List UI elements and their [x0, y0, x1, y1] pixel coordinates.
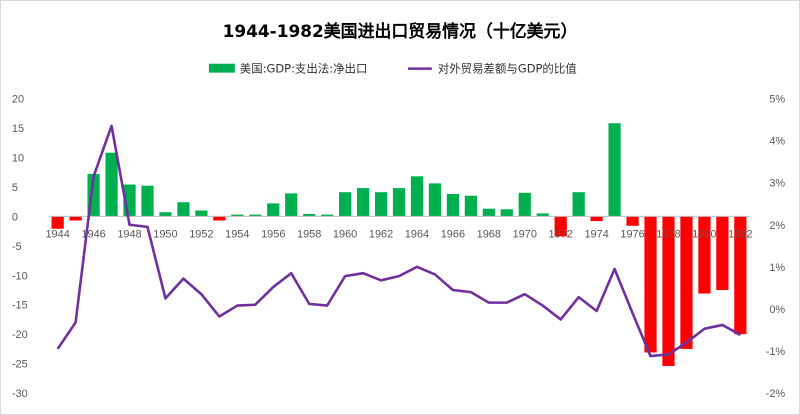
bar-1944 — [51, 216, 64, 229]
bar-1963 — [392, 188, 406, 217]
x-tick-label: 1952 — [189, 228, 213, 240]
x-tick-label: 1966 — [441, 228, 465, 240]
right-tick-label: 2% — [769, 220, 785, 232]
bar-1970 — [518, 192, 531, 217]
bar-1967 — [464, 195, 477, 217]
bar-1960 — [338, 192, 352, 217]
bar-1971 — [536, 213, 549, 217]
bar-1974 — [590, 216, 603, 222]
legend-bar-label: 美国:GDP:支出法:净出口 — [240, 62, 368, 76]
left-tick-label: -10 — [12, 270, 28, 282]
right-tick-label: -1% — [766, 346, 786, 358]
bar-1975 — [608, 123, 621, 217]
x-tick-label: 1974 — [584, 228, 608, 240]
left-tick-label: -5 — [12, 241, 22, 253]
x-tick-label: 1968 — [477, 228, 501, 240]
bar-1949 — [141, 185, 154, 217]
bar-1978 — [662, 216, 675, 367]
bar-1973 — [572, 192, 585, 217]
left-tick-label: 20 — [12, 94, 24, 106]
left-tick-label: -30 — [12, 388, 28, 400]
right-tick-label: -2% — [766, 388, 786, 400]
bar-1981 — [716, 216, 729, 291]
bar-1957 — [285, 193, 298, 217]
x-tick-label: 1954 — [225, 228, 249, 240]
left-tick-label: 10 — [12, 152, 24, 164]
x-tick-label: 1956 — [261, 228, 285, 240]
left-tick-label: -25 — [12, 359, 28, 371]
bar-1952 — [195, 210, 208, 217]
bar-1954 — [231, 214, 244, 217]
bar-1977 — [644, 216, 657, 353]
bar-1982 — [734, 216, 747, 335]
bar-1965 — [428, 183, 442, 217]
bar-1958 — [303, 213, 316, 217]
x-tick-label: 1944 — [45, 228, 69, 240]
bar-1976 — [626, 216, 639, 226]
x-tick-label: 1964 — [405, 228, 429, 240]
bar-1947 — [105, 152, 118, 217]
x-tick-label: 1972 — [549, 228, 573, 240]
bar-1956 — [267, 203, 280, 217]
right-axis-ticks: 5% 4% 3% 2% 1% 0% -1% -2% — [766, 94, 786, 401]
bar-1961 — [356, 188, 370, 217]
x-tick-label: 1950 — [153, 228, 177, 240]
left-tick-label: 5 — [12, 182, 18, 194]
bar-1966 — [446, 193, 460, 217]
right-tick-label: 1% — [769, 262, 785, 274]
legend: 美国:GDP:支出法:净出口 对外贸易差额与GDP的比值 — [208, 62, 577, 76]
bar-1953 — [213, 216, 226, 221]
bar-1979 — [680, 216, 693, 349]
left-tick-label: -15 — [12, 300, 28, 312]
x-tick-label: 1960 — [333, 228, 357, 240]
x-tick-label: 1976 — [620, 228, 644, 240]
chart-title: 1944-1982美国进出口贸易情况（十亿美元） — [223, 21, 578, 41]
x-axis-ticks: 1944 1946 1948 1950 1952 1954 1956 1958 1960 1962… — [45, 228, 752, 240]
x-tick-label: 1982 — [728, 228, 752, 240]
left-axis-ticks: 20 15 10 5 0 -5 -10 -15 -20 -25 -30 — [12, 94, 28, 401]
x-tick-label: 1978 — [656, 228, 680, 240]
bar-1969 — [500, 209, 513, 217]
bar-1950 — [159, 212, 172, 217]
bar-1951 — [177, 202, 190, 217]
bar-series — [51, 123, 747, 367]
bar-1962 — [374, 192, 388, 217]
x-tick-label: 1958 — [297, 228, 321, 240]
x-tick-label: 1948 — [117, 228, 141, 240]
legend-line-label: 对外贸易差额与GDP的比值 — [438, 62, 577, 76]
bar-1964 — [410, 176, 424, 217]
right-tick-label: 4% — [769, 136, 785, 148]
bar-1959 — [321, 214, 334, 217]
trade-balance-ratio-line — [56, 124, 741, 358]
bar-1945 — [69, 216, 82, 221]
legend-bar-swatch — [208, 63, 235, 73]
x-tick-label: 1970 — [513, 228, 537, 240]
left-tick-label: 0 — [12, 211, 18, 223]
bar-1968 — [482, 208, 495, 217]
bar-1972 — [554, 216, 567, 237]
left-tick-label: 15 — [12, 123, 24, 135]
right-tick-label: 0% — [769, 304, 785, 316]
x-tick-label: 1980 — [692, 228, 716, 240]
x-tick-label: 1946 — [81, 228, 105, 240]
right-tick-label: 5% — [769, 94, 785, 106]
line-series — [56, 124, 741, 358]
x-tick-label: 1962 — [369, 228, 393, 240]
left-tick-label: -20 — [12, 329, 28, 341]
bar-1980 — [698, 216, 711, 294]
right-tick-label: 3% — [769, 178, 785, 190]
bar-1955 — [249, 214, 262, 217]
